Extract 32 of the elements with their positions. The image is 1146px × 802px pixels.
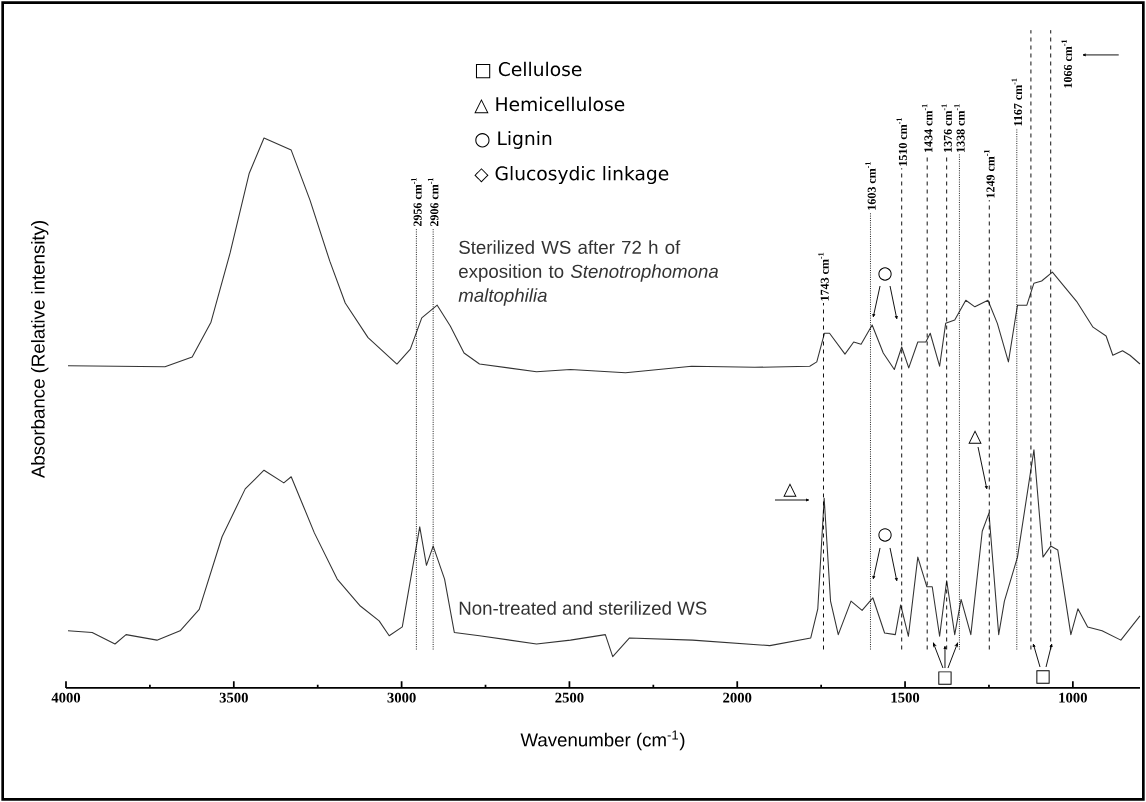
text: □ Cellulose (475, 61, 582, 79)
annotation: ○ (878, 528, 892, 542)
annotation: ◇ Glucosydic linkage (474, 165, 669, 185)
x-tick-label: 2000 (723, 692, 752, 703)
text: △ Hemicellulose (474, 96, 625, 114)
series-label: Non-treated and sterilized WS (459, 601, 707, 615)
annotation: ○ Lignin (475, 130, 552, 149)
ref-line-label: 1434 cm$^{-1}$ (921, 104, 933, 152)
ref-line-label: 1743 cm$^{-1}$ (818, 252, 829, 301)
x-tick-label: 1500 (891, 692, 920, 703)
x-axis-title: Wavenumber (cm$^{-1}$) (520, 730, 685, 751)
x-tick-label: 3000 (387, 692, 416, 703)
ref-line-label: 2906 cm$^{-1}$ (427, 177, 439, 227)
ref-line-label: 1066 cm$^{-1}$ (1061, 39, 1072, 88)
text: Sterilized WS after 72 h of exposition to Stenotrophomona maltophilia (458, 240, 719, 306)
ref-line-label: 1338 cm$^{-1}$ (954, 104, 965, 152)
annotation: ○ (878, 267, 892, 281)
x-tick-label: 2500 (555, 692, 584, 703)
x-tick-label: 1000 (1059, 692, 1087, 703)
annotation: □ (1036, 670, 1050, 684)
ref-line-label: 2956 cm$^{-1}$ (411, 177, 422, 227)
ref-line-label: 1376 cm$^{-1}$ (941, 104, 952, 152)
ref-line-label: 1510 cm$^{-1}$ (896, 118, 907, 166)
annotation: □ (938, 671, 952, 685)
ref-line-label: 1167 cm$^{-1}$ (1011, 78, 1023, 126)
annotation: △ (968, 430, 982, 444)
x-tick-label: 3500 (219, 692, 248, 703)
ref-line-label: 1603 cm$^{-1}$ (865, 162, 876, 210)
x-tick-label: 4000 (51, 692, 81, 703)
annotation: △ (783, 483, 797, 497)
ref-line-label: 1249 cm$^{-1}$ (984, 149, 995, 198)
y-axis-title: Absorbance (Relative intensity) (31, 221, 49, 479)
